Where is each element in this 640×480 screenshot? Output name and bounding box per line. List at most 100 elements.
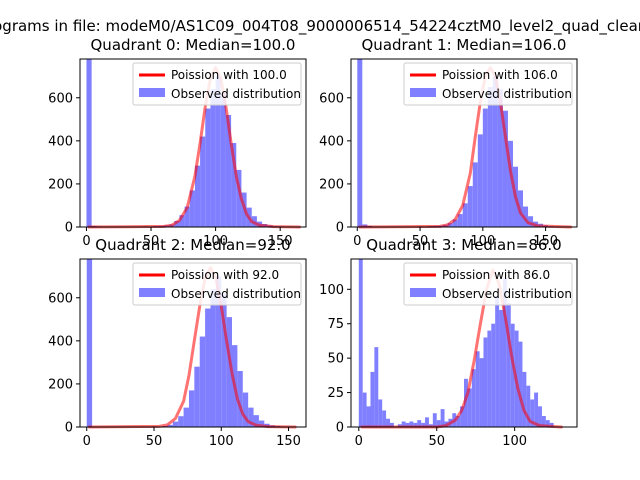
y-tick-label: 0 xyxy=(65,421,73,436)
quadrant-0-legend: Poission with 100.0 Observed distribution xyxy=(132,62,302,106)
histogram-bar xyxy=(248,407,254,427)
histogram-bar xyxy=(178,416,184,427)
histogram-bar xyxy=(194,366,200,427)
axes-frame xyxy=(350,258,578,428)
histogram-bar xyxy=(530,399,535,427)
quadrant-2-legend: Poission with 92.0 Observed distribution xyxy=(132,262,302,306)
y-tick-label: 200 xyxy=(48,177,73,192)
quadrant-0-title: Quadrant 0: Median=100.0 xyxy=(91,36,296,54)
histogram-bar xyxy=(210,89,216,228)
x-tick-label: 100 xyxy=(502,434,527,449)
x-tick-label: 50 xyxy=(146,434,163,449)
x-tick-label: 50 xyxy=(143,234,160,249)
histogram-bar xyxy=(534,392,539,427)
y-tick-label: 0 xyxy=(65,221,73,236)
y-tick-label: 200 xyxy=(48,377,73,392)
histogram-bar xyxy=(472,162,478,227)
histogram-bar xyxy=(436,420,441,427)
x-tick-label: 0 xyxy=(82,234,90,249)
histogram-bar xyxy=(188,390,195,427)
legend-observed-swatch xyxy=(410,88,436,97)
histogram-bar xyxy=(475,351,480,427)
histogram-bar xyxy=(172,421,179,427)
legend-poisson-label: Poission with 106.0 xyxy=(442,68,558,82)
x-tick-label: 0 xyxy=(83,434,91,449)
legend-observed-swatch xyxy=(139,288,165,297)
histogram-bar xyxy=(506,303,511,427)
histogram-bar xyxy=(199,336,206,427)
histogram-bar xyxy=(210,289,216,427)
histogram-bar xyxy=(528,216,534,227)
histogram-bar xyxy=(226,317,233,427)
histogram-bar xyxy=(370,371,375,427)
legend-observed-swatch xyxy=(139,88,165,97)
histogram-bar xyxy=(236,169,242,227)
quadrant-2-plot: Quadrant 2: Median=92.0 0 50 100 150 0 200 400 6… xyxy=(48,236,307,449)
x-tick-label: 50 xyxy=(428,434,445,449)
legend-box xyxy=(403,62,573,106)
histogram-bar xyxy=(184,206,190,227)
histogram-bar xyxy=(386,418,390,427)
histogram-bar xyxy=(374,347,379,427)
histogram-bar xyxy=(538,406,542,427)
histogram-bar xyxy=(237,371,243,427)
histogram-bar xyxy=(497,89,503,228)
histogram-bar xyxy=(523,206,529,227)
histogram-bar xyxy=(200,136,206,227)
histogram-bar xyxy=(409,421,414,427)
histogram-bar xyxy=(526,385,531,427)
histogram-bar xyxy=(357,59,363,227)
histogram-bar xyxy=(491,323,496,427)
histogram-bar xyxy=(389,422,394,427)
quadrant-0-histogram xyxy=(86,59,294,228)
histogram-bar xyxy=(366,406,371,427)
histogram-bar xyxy=(179,215,185,227)
histogram-bar xyxy=(507,140,513,227)
legend-box xyxy=(132,62,302,106)
histogram-bar xyxy=(358,259,363,427)
histogram-bar xyxy=(495,296,500,427)
histogram-bar xyxy=(221,293,227,427)
y-tick-label: 600 xyxy=(48,291,73,306)
x-tick-label: 100 xyxy=(209,434,234,449)
x-tick-label: 100 xyxy=(470,234,495,249)
histogram-bar xyxy=(467,388,472,427)
x-tick-label: 150 xyxy=(268,234,293,249)
histogram-bar xyxy=(502,110,508,227)
x-tick-label: 0 xyxy=(353,234,361,249)
histogram-bar xyxy=(545,420,550,427)
y-tick-label: 0 xyxy=(336,221,344,236)
histogram-bar xyxy=(401,421,406,427)
quadrant-1-plot: Quadrant 1: Median=106.0 0 50 100 150 0 200 400… xyxy=(319,36,578,249)
histogram-bar xyxy=(220,93,226,227)
histogram-bar xyxy=(242,392,249,427)
histogram-bar xyxy=(518,341,523,427)
y-tick-label: 400 xyxy=(319,134,344,149)
x-tick-label: 150 xyxy=(533,234,558,249)
y-tick-label: 600 xyxy=(48,91,73,106)
histogram-bar xyxy=(215,76,221,227)
x-tick-label: 50 xyxy=(412,234,429,249)
histogram-bar xyxy=(492,76,498,227)
legend-poisson-label: Poission with 100.0 xyxy=(171,68,287,82)
histogram-bar xyxy=(432,413,437,427)
histogram-bar xyxy=(440,409,445,427)
histogram-bar xyxy=(382,410,387,427)
histogram-bar xyxy=(205,308,211,427)
y-tick-label: 50 xyxy=(327,352,344,367)
x-tick-label: 150 xyxy=(276,434,301,449)
histogram-bar xyxy=(405,422,410,427)
axes-frame xyxy=(79,58,307,228)
histogram-bar xyxy=(225,115,232,227)
figure-suptitle: Histograms in file: modeM0/AS1C09_004T08… xyxy=(0,17,640,36)
x-tick-label: 100 xyxy=(203,234,228,249)
histogram-bar xyxy=(194,165,201,227)
histogram-bar xyxy=(477,134,483,227)
legend-poisson-label: Poission with 86.0 xyxy=(442,268,550,282)
histogram-bar xyxy=(183,407,189,427)
histogram-bar xyxy=(447,223,453,227)
axes-frame xyxy=(79,258,307,428)
histogram-bar xyxy=(378,399,383,427)
histogram-bar xyxy=(502,278,507,427)
quadrant-3-plot: Quadrant 3: Median=86.0 0 50 100 0 25 50 75 100 P… xyxy=(319,236,578,449)
